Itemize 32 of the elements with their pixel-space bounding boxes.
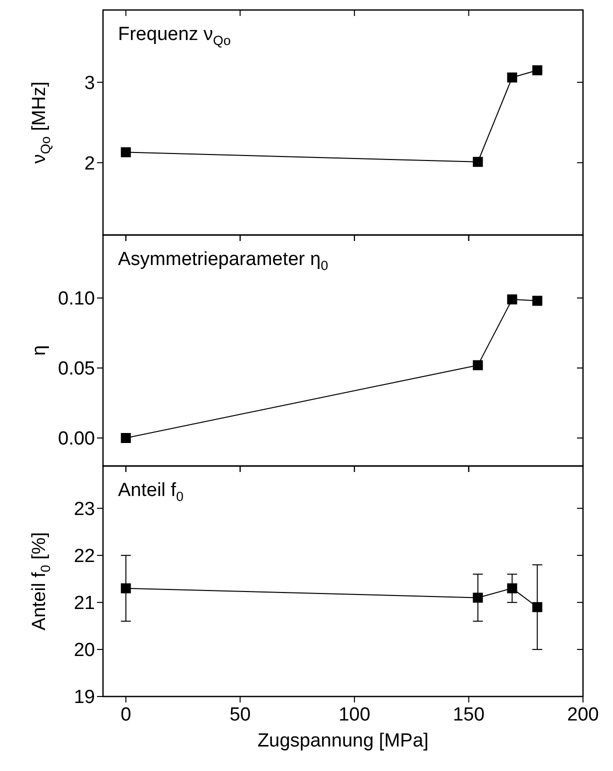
y-axis-title: η: [29, 345, 50, 356]
point: [532, 65, 542, 76]
annotation: Asymmetrieparameter η$_{0}$: [118, 249, 328, 273]
y-tick-label: 0.10: [58, 288, 95, 310]
y-tick-label: 20: [74, 640, 95, 662]
y-tick-label: 0.05: [58, 358, 95, 380]
point: [532, 602, 542, 612]
point: [507, 72, 518, 82]
x-tick-label: 150: [452, 704, 485, 726]
x-axis-title: Zugspannung [MPa]: [257, 730, 429, 752]
point: [120, 433, 131, 443]
annotation: Frequenz ν$_{Qo}$: [118, 24, 231, 48]
y-tick-label: 0.00: [58, 428, 95, 450]
point: [472, 156, 483, 167]
point: [507, 583, 518, 594]
x-tick-label: 200: [567, 704, 599, 726]
annotation: Anteil f$_{0}$: [118, 480, 184, 504]
point: [472, 360, 483, 370]
x-tick-label: 0: [120, 704, 132, 726]
x-tick-label: 100: [338, 704, 370, 726]
y-tick-label: 21: [74, 593, 95, 614]
point: [120, 583, 131, 594]
point: [532, 296, 542, 306]
point: [507, 294, 518, 304]
y-tick-label: 23: [74, 498, 95, 520]
point: [472, 592, 483, 603]
y-tick-label: 3: [84, 72, 95, 94]
y-tick-label: 2: [84, 153, 95, 174]
x-tick-label: 50: [230, 704, 251, 726]
point: [120, 147, 131, 158]
y-tick-label: 19: [74, 687, 95, 708]
y-tick-label: 22: [74, 546, 95, 568]
